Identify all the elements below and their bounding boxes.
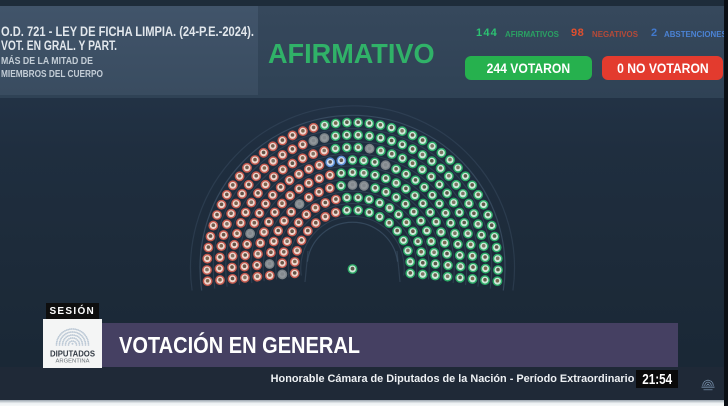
svg-text:DIPUTADOS: DIPUTADOS <box>50 349 95 359</box>
svg-text:ARGENTINA: ARGENTINA <box>56 359 90 365</box>
